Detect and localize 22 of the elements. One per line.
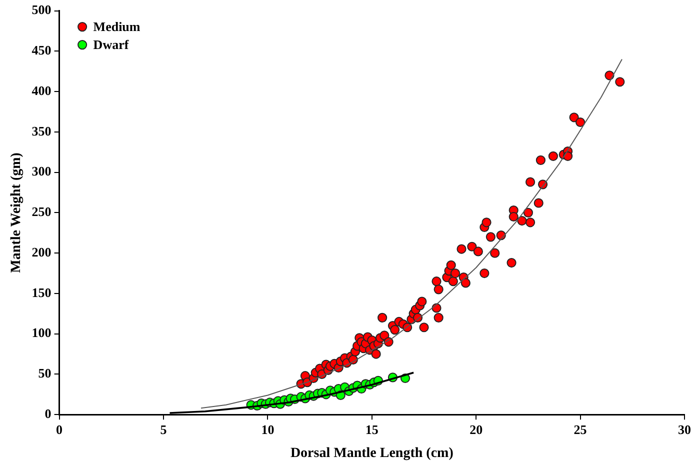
x-tick-label: 0 [56, 422, 63, 437]
y-tick-label: 350 [32, 123, 52, 138]
x-tick-label: 15 [365, 422, 379, 437]
y-axis-title: Mantle Weight (gm) [9, 152, 24, 273]
legend-label: Dwarf [93, 37, 130, 52]
x-tick-label: 30 [678, 422, 691, 437]
legend-label: Medium [93, 19, 140, 34]
y-tick-label: 0 [44, 406, 52, 421]
y-tick-label: 50 [38, 366, 52, 381]
y-tick-label: 300 [32, 164, 52, 179]
y-tick-label: 100 [32, 325, 52, 340]
y-tick-label: 400 [32, 82, 52, 98]
x-tick-label: 10 [261, 422, 274, 437]
x-tick-label: 25 [574, 422, 588, 437]
y-tick-label: 500 [32, 2, 52, 18]
y-tick-label: 450 [32, 42, 52, 58]
y-tick-label: 250 [32, 204, 52, 220]
x-axis-title: Dorsal Mantle Length (cm) [290, 446, 454, 462]
x-tick-label: 5 [160, 422, 168, 437]
y-tick-label: 150 [32, 284, 52, 300]
x-tick-label: 20 [470, 422, 483, 437]
y-tick-label: 200 [32, 244, 52, 260]
